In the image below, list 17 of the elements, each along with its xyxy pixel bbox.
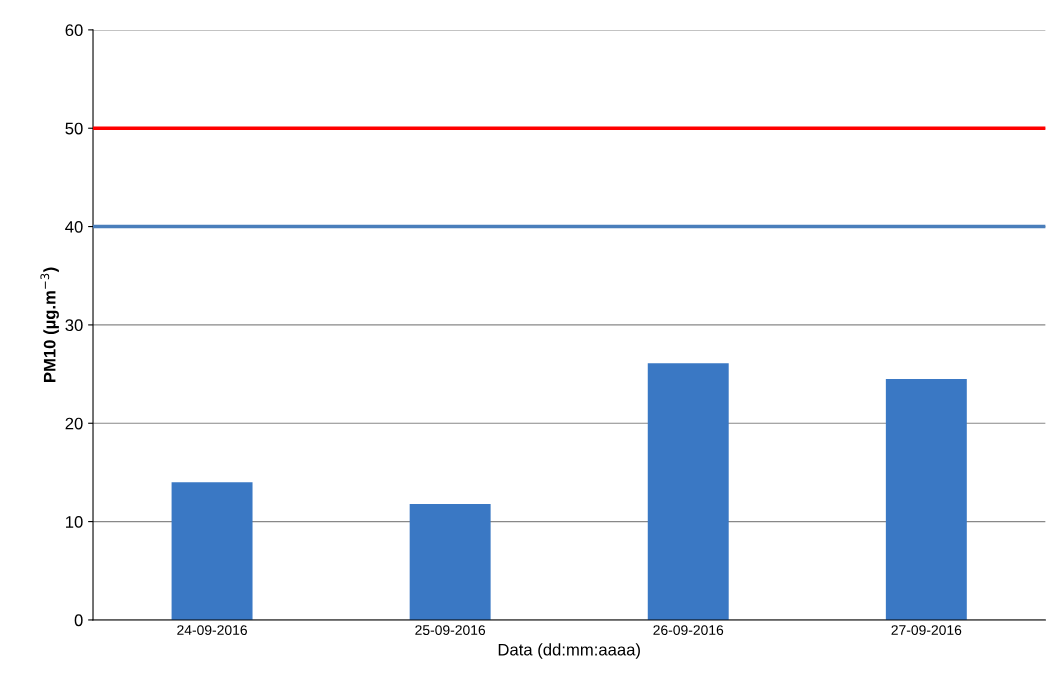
y-tick-label: 40 — [65, 220, 83, 233]
x-tick-label: 27-09-2016 — [891, 625, 962, 635]
y-tick-label: 50 — [65, 122, 83, 135]
bar — [409, 503, 491, 620]
bar — [885, 379, 967, 620]
x-tick-label: 25-09-2016 — [415, 625, 486, 635]
y-tick-label: 20 — [65, 417, 83, 430]
y-tick-label: 0 — [74, 614, 83, 627]
x-tick-label: 24-09-2016 — [177, 625, 247, 635]
y-tick-label: 60 — [65, 24, 83, 37]
y-tick-label: 10 — [66, 516, 83, 528]
x-tick-label: 26-09-2016 — [653, 625, 724, 635]
bar — [171, 482, 253, 620]
bar — [647, 363, 729, 620]
x-axis-title: Data (dd:mm:aaaa) — [498, 643, 640, 659]
y-tick-label: 30 — [65, 319, 83, 332]
y-axis-title: PM10 (µg.m$^{−3}$) — [40, 267, 59, 382]
